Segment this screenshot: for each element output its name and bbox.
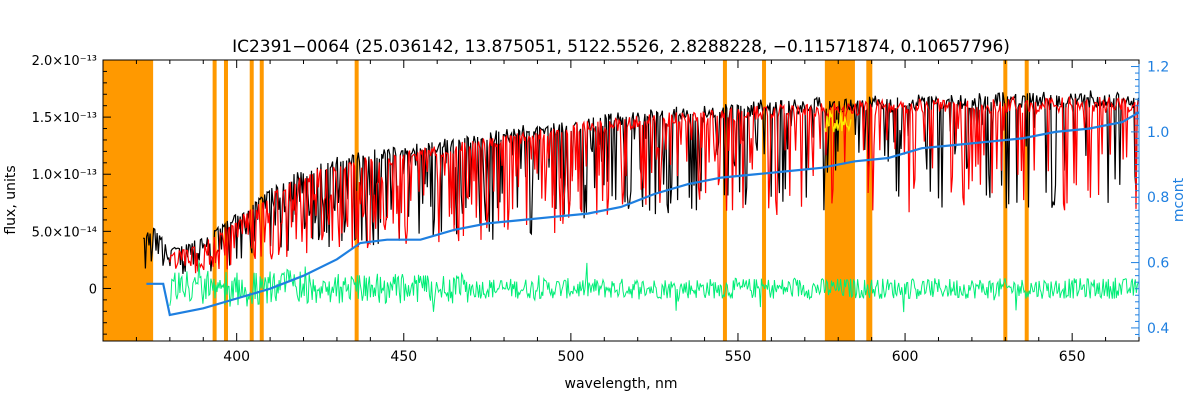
masked-line [249,60,254,341]
axis-ticks: 400 450 500 550 600 650 0 5.0×10⁻¹⁴ 1.0×10⁻¹³ 1.5… [32,54,1170,365]
y2-axis-label: mcont [1171,177,1187,222]
x-tick-label: 550 [725,349,752,365]
y2-tick-label: 0.4 [1147,321,1169,337]
y2-tick-label: 1.2 [1147,60,1169,76]
masked-line [259,60,264,341]
x-tick-label: 650 [1059,349,1086,365]
spectrum-series [143,90,1140,317]
masked-line [762,60,767,341]
y-tick-label: 1.0×10⁻¹³ [32,168,97,183]
plot-axes [102,59,1140,342]
y-tick-label: 2.0×10⁻¹³ [32,54,97,69]
x-tick-label: 400 [223,349,250,365]
masked-fit-line [824,109,852,133]
y-tick-label: 1.5×10⁻¹³ [32,111,97,126]
masked-line [866,60,871,341]
model-spectrum-line [169,95,1139,274]
x-tick-label: 600 [892,349,919,365]
masked-line [1024,60,1029,341]
masked-line [722,60,727,341]
x-tick-label: 450 [390,349,417,365]
y2-tick-label: 0.6 [1147,256,1169,272]
chart-title: IC2391−0064 (25.036142, 13.875051, 5122.… [232,37,1010,57]
masked-line [1003,60,1008,341]
y-tick-label: 0 [89,282,97,297]
y-axis-label: flux, units [3,165,19,234]
x-axis-label: wavelength, nm [565,376,678,392]
continuum-line [146,111,1140,317]
y2-tick-label: 0.8 [1147,190,1169,206]
y2-tick-label: 1.0 [1147,125,1169,141]
masked-line [223,60,228,341]
masked-line [212,60,217,341]
x-tick-label: 500 [558,349,585,365]
residual-line [169,260,1139,313]
masked-line [868,60,873,341]
masked-region [103,60,154,341]
y-tick-label: 5.0×10⁻¹⁴ [32,225,97,240]
